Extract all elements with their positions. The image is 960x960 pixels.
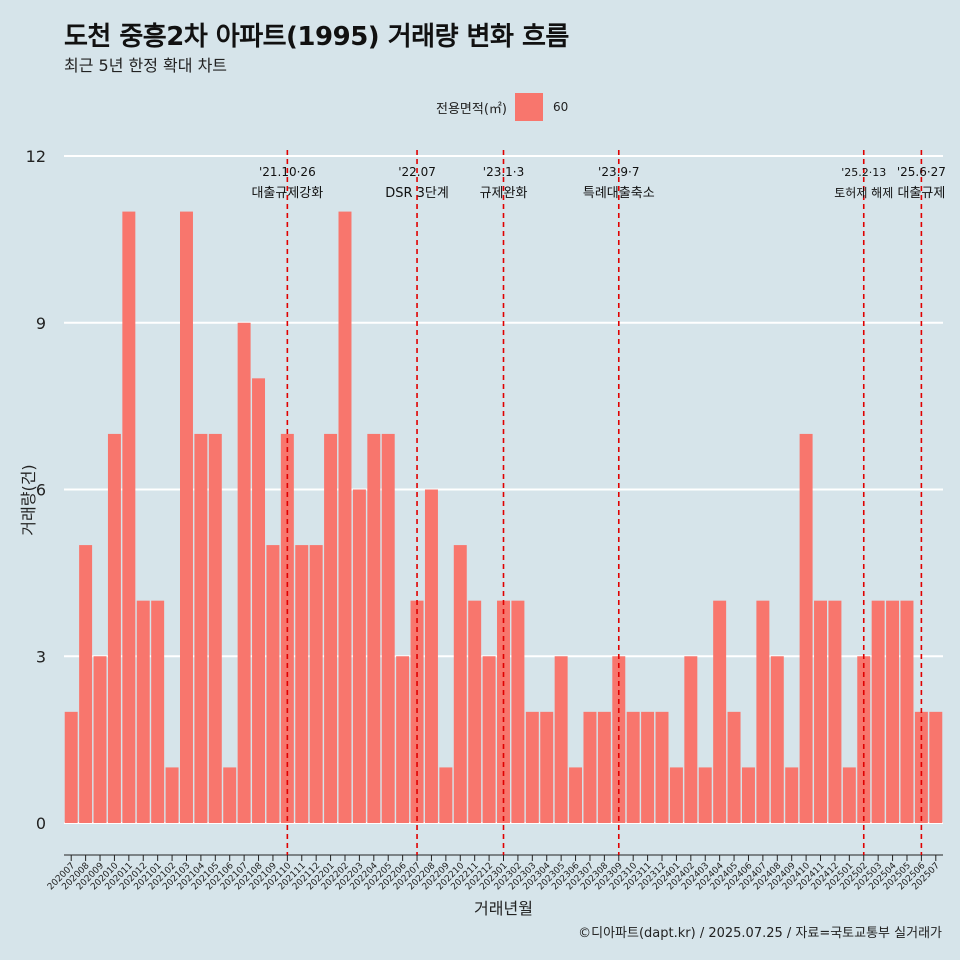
- annotation-label: 특례대출축소: [583, 186, 655, 201]
- bar: [525, 711, 539, 823]
- bar: [583, 711, 597, 823]
- bar: [886, 600, 900, 823]
- y-tick-label: 6: [36, 481, 46, 500]
- bar: [900, 600, 914, 823]
- bar: [929, 711, 943, 823]
- annotation-label: 토허제 해제: [834, 186, 893, 200]
- bar: [439, 767, 453, 823]
- bar: [482, 656, 496, 823]
- legend-swatch: [514, 93, 543, 121]
- bar: [252, 378, 266, 823]
- bar: [741, 767, 755, 823]
- bar: [914, 711, 928, 823]
- bar: [122, 211, 136, 824]
- bar: [338, 211, 352, 824]
- y-axis-title: 거래량(건): [19, 464, 38, 535]
- bar: [684, 656, 698, 823]
- bar: [194, 433, 208, 823]
- bar: [669, 767, 683, 823]
- annotation-date: '21.10·26: [259, 165, 316, 179]
- bar: [208, 433, 222, 823]
- bar: [107, 433, 121, 823]
- bar: [93, 656, 107, 823]
- bar: [367, 433, 381, 823]
- annotation-label: DSR 3단계: [385, 186, 449, 201]
- bar: [136, 600, 150, 823]
- bar: [396, 656, 410, 823]
- legend: 전용면적(㎡) 60: [436, 93, 568, 121]
- bar: [554, 656, 568, 823]
- bar: [324, 433, 338, 823]
- bar: [597, 711, 611, 823]
- bar: [727, 711, 741, 823]
- annotation-label: 규제완화: [480, 186, 528, 201]
- bar: [770, 656, 784, 823]
- legend-title: 전용면적(㎡): [436, 101, 507, 117]
- chart-title: 도천 중흥2차 아파트(1995) 거래량 변화 흐름: [64, 22, 569, 52]
- bar: [641, 711, 655, 823]
- bar: [569, 767, 583, 823]
- bar: [756, 600, 770, 823]
- bar: [799, 433, 813, 823]
- bar: [151, 600, 165, 823]
- y-tick-label: 12: [26, 147, 46, 166]
- bar: [223, 767, 237, 823]
- bar: [871, 600, 885, 823]
- bar: [842, 767, 856, 823]
- bar: [266, 545, 280, 823]
- bar: [79, 545, 93, 823]
- bar: [540, 711, 554, 823]
- bar: [309, 545, 323, 823]
- bar: [713, 600, 727, 823]
- bar: [237, 322, 251, 823]
- annotation-label: 대출규제: [897, 186, 945, 201]
- bar: [698, 767, 712, 823]
- y-tick-label: 9: [36, 314, 46, 333]
- y-tick-label: 0: [36, 814, 46, 833]
- annotation-date: '25.6·27: [897, 165, 946, 179]
- bar: [655, 711, 669, 823]
- bar: [453, 545, 467, 823]
- bar: [424, 489, 438, 823]
- y-tick-label: 3: [36, 647, 46, 666]
- bar: [295, 545, 309, 823]
- legend-label: 60: [552, 100, 569, 114]
- bar: [179, 211, 193, 824]
- annotation-date: '25.2·13: [841, 166, 886, 179]
- annotation-label: 대출규제강화: [251, 186, 323, 201]
- chart-subtitle: 최근 5년 한정 확대 차트: [64, 56, 228, 75]
- bar: [352, 489, 366, 823]
- bar: [828, 600, 842, 823]
- annotation-date: '22.07: [398, 165, 436, 179]
- bar: [626, 711, 640, 823]
- x-axis-title: 거래년월: [474, 899, 533, 918]
- bar: [785, 767, 799, 823]
- annotation-date: '23.9·7: [598, 165, 639, 179]
- bar: [64, 711, 78, 823]
- bar: [511, 600, 525, 823]
- bar: [381, 433, 395, 823]
- bar: [468, 600, 482, 823]
- caption: ©디아파트(dapt.kr) / 2025.07.25 / 자료=국토교통부 실…: [578, 926, 942, 941]
- bar: [814, 600, 828, 823]
- annotation-date: '23.1·3: [483, 165, 524, 179]
- bar: [165, 767, 179, 823]
